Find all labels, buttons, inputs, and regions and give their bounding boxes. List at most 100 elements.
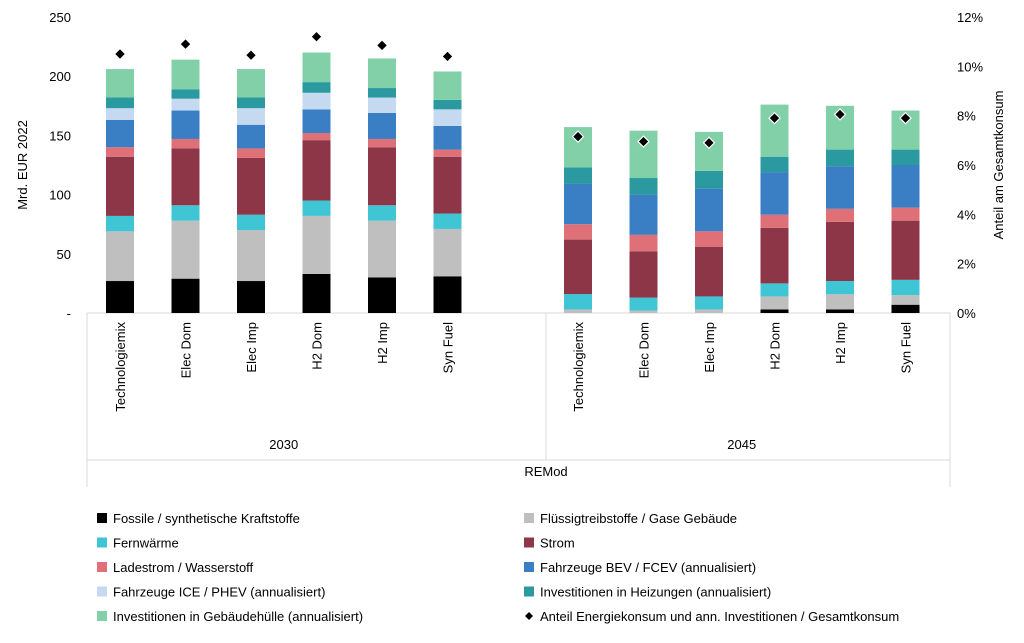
bar-segment xyxy=(760,172,789,215)
bar-segment xyxy=(826,221,854,282)
bar-segment xyxy=(564,224,592,240)
bar-segment xyxy=(368,205,396,221)
category-label: Elec Imp xyxy=(244,322,259,373)
bar-segment xyxy=(106,147,134,157)
legend-label: Fahrzeuge BEV / FCEV (annualisiert) xyxy=(540,560,756,575)
y-axis-title: Mrd. EUR 2022 xyxy=(15,120,30,210)
bar-segment xyxy=(760,296,789,310)
bar-segment xyxy=(368,277,396,313)
bar-segment xyxy=(695,309,723,313)
y2-tick-label: 8% xyxy=(957,109,976,124)
share-marker xyxy=(179,37,192,51)
bar-segment xyxy=(171,220,200,279)
axes: - 50 100 150 200 250 0% 2% 4% 6% 8% 10% 12% Technolog… xyxy=(49,10,983,487)
y2-tick-label: 10% xyxy=(957,59,983,74)
bar-segment xyxy=(760,214,789,228)
labels: Mrd. EUR 2022 Anteil am Gesamtkonsum REM… xyxy=(15,91,1006,479)
bar-segment xyxy=(629,178,658,195)
bar-segment xyxy=(826,208,854,222)
bar-segment xyxy=(433,149,462,157)
x-axis-title: REMod xyxy=(524,464,567,479)
bar-segment xyxy=(433,156,462,214)
share-marker xyxy=(113,47,127,61)
bar-segment xyxy=(302,82,331,93)
bar-segment xyxy=(891,304,920,313)
bar-segment xyxy=(171,59,200,90)
bar-segment xyxy=(826,166,854,209)
bar-segment xyxy=(891,149,920,165)
bar-segment xyxy=(237,230,265,282)
category-label: H2 Dom xyxy=(768,322,783,370)
share-marker xyxy=(702,136,716,150)
legend-swatch xyxy=(97,513,107,523)
bar-segment xyxy=(564,183,592,225)
bar-segment xyxy=(171,89,200,99)
legend-swatch xyxy=(97,586,107,597)
bar-segment xyxy=(695,246,723,297)
legend-swatch xyxy=(524,513,534,523)
bar-segment xyxy=(171,278,200,313)
bar-segment xyxy=(433,213,462,229)
bar-segment xyxy=(237,69,265,98)
bar-segment xyxy=(564,167,592,184)
markers xyxy=(113,30,912,150)
bar-segment xyxy=(106,97,134,109)
bar-segment xyxy=(760,156,789,173)
bar-segment xyxy=(826,309,854,313)
category-label: Elec Imp xyxy=(702,322,717,373)
bars xyxy=(106,52,920,313)
bar-segment xyxy=(106,156,134,216)
bar-segment xyxy=(433,228,462,277)
category-label: Syn Fuel xyxy=(899,322,914,373)
bar-segment xyxy=(433,109,462,126)
legend-label: Anteil Energiekonsum und ann. Investitio… xyxy=(540,609,899,624)
y2-tick-label: 6% xyxy=(957,158,976,173)
bar-segment xyxy=(237,281,265,313)
bar-segment xyxy=(171,148,200,206)
legend-swatch xyxy=(97,537,107,548)
y-tick-label: 50 xyxy=(57,247,71,262)
bar-segment xyxy=(433,71,462,100)
share-marker xyxy=(768,111,781,125)
bar-segment xyxy=(237,108,265,125)
bar-segment xyxy=(695,170,723,189)
bar-segment xyxy=(826,281,854,295)
bar-segment xyxy=(106,120,134,148)
y-tick-label: - xyxy=(67,306,71,321)
category-label: H2 Imp xyxy=(375,322,390,364)
bar-segment xyxy=(891,279,920,296)
bar-segment xyxy=(433,276,462,313)
bar-segment xyxy=(171,98,200,111)
y-tick-label: 200 xyxy=(49,69,71,84)
legend-label: Investitionen in Heizungen (annualisiert… xyxy=(540,585,771,600)
bar-segment xyxy=(171,205,200,221)
bar-segment xyxy=(891,295,920,305)
y-tick-label: 100 xyxy=(49,188,71,203)
share-marker xyxy=(244,48,258,62)
category-label: Technologiemix xyxy=(113,322,128,412)
legend-swatch-marker xyxy=(525,612,533,620)
bar-segment xyxy=(695,188,723,232)
legend-label: Flüssigtreibstoffe / Gase Gebäude xyxy=(540,511,737,526)
bar-segment xyxy=(826,294,854,310)
legend-label: Fahrzeuge ICE / PHEV (annualisiert) xyxy=(113,585,325,600)
bar-segment xyxy=(368,138,396,148)
category-label: Syn Fuel xyxy=(441,322,456,373)
legend-label: Fernwärme xyxy=(113,536,179,551)
share-marker xyxy=(375,39,389,52)
bar-segment xyxy=(237,214,265,231)
category-label: Elec Dom xyxy=(179,322,194,378)
bar-segment xyxy=(760,283,789,297)
bar-segment xyxy=(106,281,134,313)
share-marker xyxy=(833,108,847,121)
bar-segment xyxy=(891,165,920,208)
bar-segment xyxy=(106,69,134,98)
bar-segment xyxy=(368,147,396,206)
bar-segment xyxy=(826,149,854,167)
share-marker xyxy=(637,135,650,148)
bar-segment xyxy=(629,310,658,313)
bar-segment xyxy=(106,108,134,121)
legend-swatch xyxy=(524,586,534,597)
